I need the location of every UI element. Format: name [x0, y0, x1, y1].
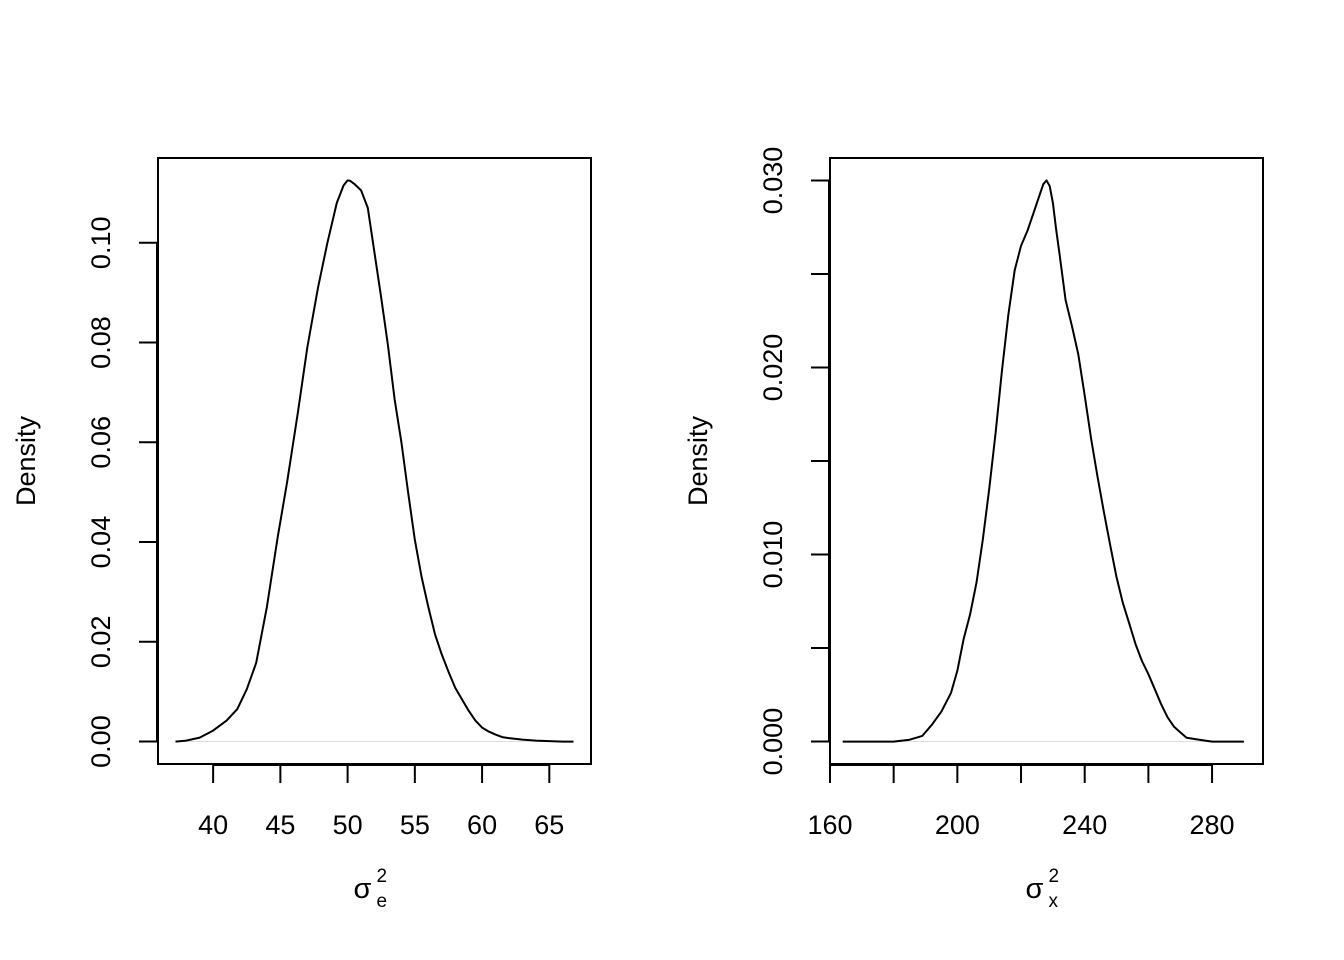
panel-sigma-x-density: 160 200 240 280 0.000 0.010 0.020 0.030 Density σ…: [683, 147, 1264, 912]
x-axis-label-superscript: 2: [377, 866, 388, 887]
x-tick-label: 65: [534, 810, 564, 840]
y-tick-label: 0.010: [758, 521, 788, 589]
x-axis-label-symbol: σ: [1026, 873, 1044, 905]
y-tick-label: 0.06: [86, 416, 116, 469]
y-tick-label: 0.10: [86, 217, 116, 270]
x-axis-label-symbol: σ: [354, 873, 372, 905]
x-axis-label: σ 2 e: [354, 866, 388, 912]
y-tick-label: 0.08: [86, 316, 116, 369]
y-tick-label: 0.030: [758, 147, 788, 215]
density-curve: [842, 179, 1244, 743]
y-tick-label: 0.02: [86, 616, 116, 669]
y-axis-label: Density: [683, 415, 713, 506]
x-tick-label: 50: [333, 810, 363, 840]
x-tick-label: 45: [265, 810, 295, 840]
y-tick-label: 0.00: [86, 715, 116, 768]
x-tick-label: 200: [935, 810, 980, 840]
x-axis-label-subscript: x: [1049, 891, 1059, 912]
y-tick-label: 0.020: [758, 334, 788, 402]
x-tick-label: 60: [467, 810, 497, 840]
panel-sigma-e-density: 40 45 50 55 60 65 0.00 0.02 0.04 0.06 0.08 0.10 Dens…: [11, 157, 592, 912]
y-axis-label: Density: [11, 415, 41, 506]
x-tick-label: 55: [400, 810, 430, 840]
y-tick-label: 0.04: [86, 516, 116, 569]
density-curve: [175, 179, 574, 743]
plot-frame: [829, 157, 1264, 765]
x-tick-label: 280: [1190, 810, 1235, 840]
x-tick-label: 40: [198, 810, 228, 840]
x-axis-label-superscript: 2: [1049, 866, 1060, 887]
y-tick-label: 0.000: [758, 708, 788, 776]
x-tick-label: 160: [807, 810, 852, 840]
x-axis-label: σ 2 x: [1026, 866, 1060, 912]
x-axis-label-subscript: e: [377, 891, 388, 912]
x-tick-label: 240: [1062, 810, 1107, 840]
